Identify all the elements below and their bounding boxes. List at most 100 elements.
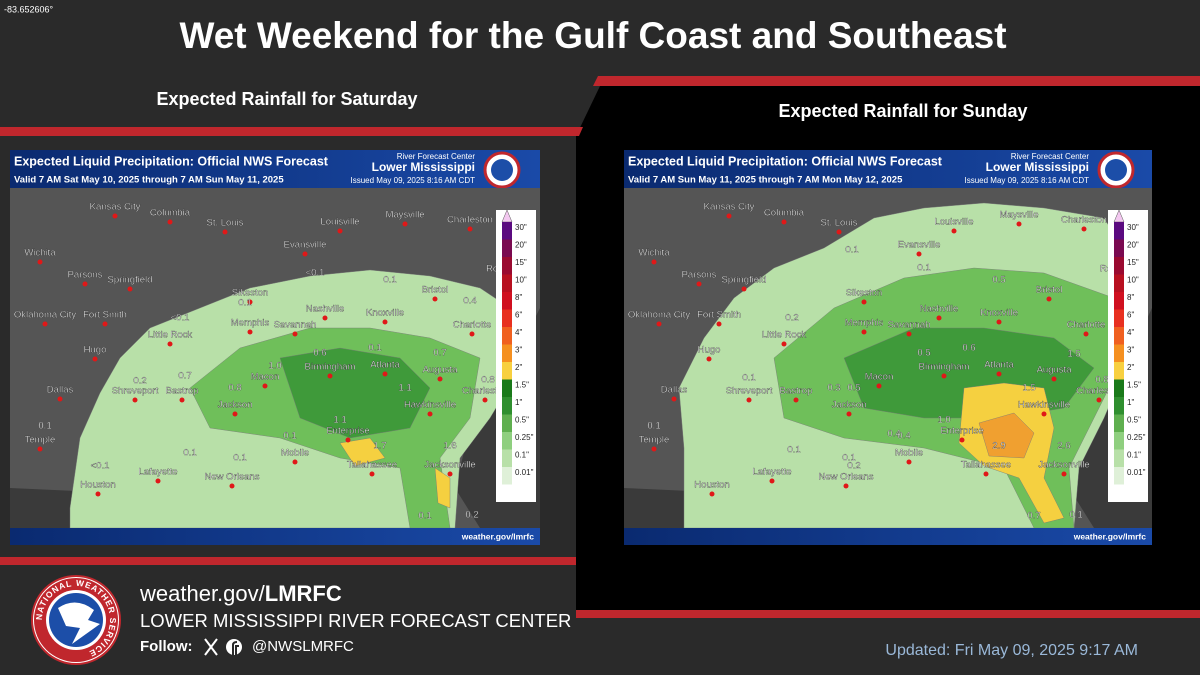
city-label: Knoxville bbox=[980, 308, 1018, 319]
rfc-name: Lower Mississippi bbox=[372, 160, 475, 174]
city-label: Knoxville bbox=[366, 308, 404, 319]
city-label: Macon bbox=[251, 372, 280, 383]
city-label: St. Louis bbox=[207, 218, 244, 229]
rain-area bbox=[434, 467, 451, 509]
city-label: Louisville bbox=[934, 217, 973, 228]
city-dot bbox=[741, 286, 747, 292]
map-header bbox=[624, 150, 1152, 188]
amount-label: 0.2 bbox=[465, 510, 478, 521]
city-dot bbox=[941, 373, 947, 379]
amount-label: 2.9 bbox=[992, 441, 1005, 452]
city-dot bbox=[232, 411, 238, 417]
follow-label: Follow: bbox=[140, 638, 193, 655]
city-dot bbox=[936, 315, 942, 321]
city-dot bbox=[222, 229, 228, 235]
city-dot bbox=[1096, 397, 1102, 403]
map-title: Expected Liquid Precipitation: Official … bbox=[628, 154, 943, 168]
city-dot bbox=[1083, 331, 1089, 337]
amount-label: 0.1 bbox=[233, 453, 246, 464]
amount-label: 0.5 bbox=[992, 275, 1005, 286]
amount-label: 0.1 bbox=[845, 245, 858, 256]
amount-label: 2.6 bbox=[1057, 441, 1070, 452]
legend-swatch bbox=[1114, 239, 1124, 257]
legend-label: 8" bbox=[515, 293, 522, 302]
city-dot bbox=[382, 371, 388, 377]
legend-swatch bbox=[502, 449, 512, 467]
nws-logo: NATIONAL WEATHER SERVICE bbox=[31, 575, 121, 665]
legend-label: 1.5" bbox=[515, 381, 529, 390]
legend-swatch bbox=[502, 292, 512, 310]
city-label: Charlotte bbox=[453, 320, 492, 331]
nws-badge-inner bbox=[491, 159, 513, 181]
city-label: Jacksonville bbox=[1038, 460, 1089, 471]
amount-label: 0.7 bbox=[433, 348, 446, 359]
city-label: Charleston bbox=[1061, 215, 1107, 226]
city-label: Birmingham bbox=[305, 362, 356, 373]
city-label: Bastrop bbox=[166, 386, 199, 397]
city-dot bbox=[102, 321, 108, 327]
center-name: LOWER MISSISSIPPI RIVER FORECAST CENTER bbox=[140, 610, 571, 631]
legend-label: 30" bbox=[1127, 223, 1139, 232]
city-label: Dallas bbox=[47, 385, 74, 396]
amount-label: 1.0 bbox=[937, 415, 950, 426]
legend-label: 30" bbox=[515, 223, 527, 232]
city-label: Nashville bbox=[306, 304, 345, 315]
city-dot bbox=[292, 331, 298, 337]
city-dot bbox=[179, 397, 185, 403]
amount-label: 0.4 bbox=[897, 431, 910, 442]
maps: Expected Rainfall for Saturday Expected L… bbox=[10, 89, 1152, 545]
site-link: weather.gov/LMRFC bbox=[139, 581, 342, 606]
city-dot bbox=[37, 259, 43, 265]
city-label: Fort Smith bbox=[697, 310, 741, 321]
city-dot bbox=[959, 437, 965, 443]
amount-label: 0.1 bbox=[368, 343, 381, 354]
corner-label: -83.652606° bbox=[4, 4, 54, 14]
city-dot bbox=[651, 259, 657, 265]
legend-swatch bbox=[1114, 397, 1124, 415]
amount-label: 0.1 bbox=[787, 445, 800, 456]
city-label: Parsons bbox=[68, 270, 103, 281]
legend-swatch bbox=[502, 344, 512, 362]
handle: @NWSLMRFC bbox=[252, 638, 354, 655]
city-dot bbox=[322, 315, 328, 321]
city-dot bbox=[656, 321, 662, 327]
map-title: Expected Liquid Precipitation: Official … bbox=[14, 154, 329, 168]
legend-label: 0.25" bbox=[1127, 433, 1146, 442]
city-label: Temple bbox=[25, 435, 56, 446]
legend-swatch bbox=[502, 414, 512, 432]
city-dot bbox=[57, 396, 63, 402]
legend-label: 20" bbox=[515, 241, 527, 250]
city-label: Sikeston bbox=[232, 288, 268, 299]
city-dot bbox=[651, 446, 657, 452]
legend-label: 0.1" bbox=[515, 451, 529, 460]
red-bar bbox=[593, 76, 1200, 86]
city-dot bbox=[1041, 411, 1047, 417]
amount-label: 0.1 bbox=[1069, 510, 1082, 521]
city-label: New Orleans bbox=[819, 472, 874, 483]
city-dot bbox=[155, 478, 161, 484]
city-dot bbox=[127, 286, 133, 292]
rfc-name: Lower Mississippi bbox=[986, 160, 1089, 174]
city-label: St. Louis bbox=[821, 218, 858, 229]
city-dot bbox=[781, 219, 787, 225]
legend-swatch bbox=[502, 257, 512, 275]
legend-swatch bbox=[502, 239, 512, 257]
city-dot bbox=[447, 471, 453, 477]
city-dot bbox=[469, 331, 475, 337]
amount-label: 0.1 bbox=[238, 298, 251, 309]
city-dot bbox=[112, 213, 118, 219]
legend-swatch bbox=[502, 362, 512, 380]
rfc-label: River Forecast Center bbox=[1011, 152, 1090, 161]
city-dot bbox=[167, 219, 173, 225]
city-dot bbox=[42, 321, 48, 327]
city-label: Jacksonville bbox=[424, 460, 475, 471]
city-dot bbox=[769, 478, 775, 484]
city-dot bbox=[861, 329, 867, 335]
city-label: Houston bbox=[80, 480, 115, 491]
city-label: Charlotte bbox=[1067, 320, 1106, 331]
map-footer-link: weather.gov/lmrfc bbox=[1073, 531, 1147, 541]
amount-label: 0.7 bbox=[178, 371, 191, 382]
amount-label: 1.6 bbox=[443, 441, 456, 452]
city-label: Hawkinsville bbox=[404, 400, 456, 411]
city-dot bbox=[437, 376, 443, 382]
